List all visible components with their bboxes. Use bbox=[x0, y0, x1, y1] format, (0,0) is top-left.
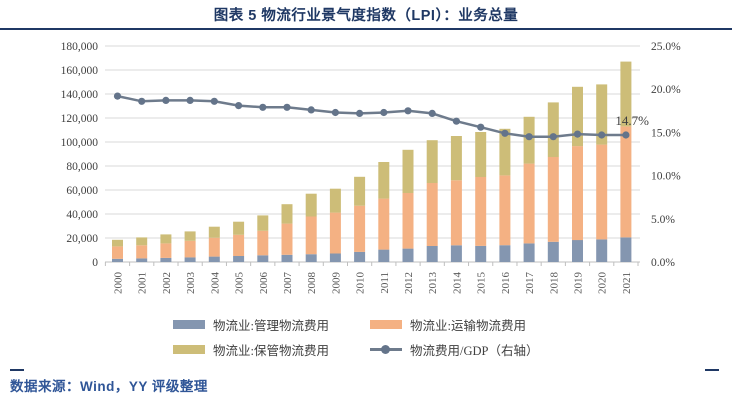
svg-text:2004: 2004 bbox=[209, 272, 221, 295]
svg-text:0: 0 bbox=[92, 257, 98, 269]
svg-text:140,000: 140,000 bbox=[61, 89, 99, 101]
svg-text:20.0%: 20.0% bbox=[651, 84, 681, 96]
svg-text:60,000: 60,000 bbox=[66, 185, 98, 197]
gdp-ratio-line bbox=[113, 92, 630, 141]
footer-right-tick bbox=[705, 369, 719, 371]
svg-text:2000: 2000 bbox=[113, 272, 125, 295]
annotation-last-value: 14.7% bbox=[615, 113, 649, 128]
svg-text:2021: 2021 bbox=[621, 272, 633, 294]
svg-text:2015: 2015 bbox=[476, 272, 488, 295]
svg-text:2001: 2001 bbox=[137, 272, 149, 294]
legend-label-transport: 物流业:运输物流费用 bbox=[410, 318, 526, 333]
svg-text:2006: 2006 bbox=[258, 272, 270, 295]
legend-label-gdp-line: 物流费用/GDP（右轴） bbox=[410, 343, 539, 358]
svg-text:120,000: 120,000 bbox=[61, 113, 99, 125]
footer-left-tick bbox=[10, 369, 24, 371]
svg-text:25.0%: 25.0% bbox=[651, 41, 681, 53]
chart-title: 图表 5 物流行业景气度指数（LPI）：业务总量 bbox=[213, 8, 519, 24]
legend-item-management: 物流业:管理物流费用 bbox=[173, 316, 370, 333]
svg-text:2007: 2007 bbox=[282, 272, 294, 295]
svg-text:100,000: 100,000 bbox=[61, 137, 99, 149]
legend-item-transport: 物流业:运输物流费用 bbox=[370, 316, 538, 333]
lpi-chart: 0 20,000 40,000 60,000 80,000 100,000 120,000 1… bbox=[61, 41, 682, 295]
legend-label-storage: 物流业:保管物流费用 bbox=[213, 343, 329, 358]
svg-text:2013: 2013 bbox=[427, 272, 439, 295]
x-axis-ticks bbox=[104, 262, 639, 266]
legend-item-storage: 物流业:保管物流费用 bbox=[173, 341, 370, 358]
svg-text:20,000: 20,000 bbox=[66, 233, 98, 245]
svg-text:2008: 2008 bbox=[306, 272, 318, 295]
svg-text:2005: 2005 bbox=[234, 272, 246, 295]
legend: 物流业:管理物流费用 物流业:运输物流费用 物流业:保管物流费用 物流费用/GD… bbox=[173, 316, 539, 358]
storage-swatch-icon bbox=[173, 344, 205, 354]
svg-text:10.0%: 10.0% bbox=[651, 171, 681, 183]
gridlines bbox=[105, 45, 640, 263]
svg-text:5.0%: 5.0% bbox=[651, 214, 675, 226]
line-marker-swatch-icon bbox=[370, 344, 402, 355]
management-swatch-icon bbox=[173, 319, 205, 329]
svg-text:80,000: 80,000 bbox=[66, 161, 98, 173]
svg-text:2018: 2018 bbox=[548, 272, 560, 295]
svg-text:15.0%: 15.0% bbox=[651, 127, 681, 139]
svg-text:160,000: 160,000 bbox=[61, 65, 99, 77]
svg-text:180,000: 180,000 bbox=[61, 41, 99, 53]
svg-text:2011: 2011 bbox=[379, 272, 391, 294]
svg-text:2003: 2003 bbox=[185, 272, 197, 295]
data-source-note: 数据来源：Wind，YY 评级整理 bbox=[10, 379, 208, 394]
title-rule bbox=[0, 28, 732, 30]
svg-text:2020: 2020 bbox=[597, 272, 609, 295]
x-axis-labels: 2000 2001 2002 2003 2004 2005 2006 2007 2008 2009… bbox=[113, 272, 633, 295]
legend-label-management: 物流业:管理物流费用 bbox=[213, 318, 329, 333]
legend-item-gdp-line: 物流费用/GDP（右轴） bbox=[370, 341, 539, 358]
transport-swatch-icon bbox=[370, 319, 402, 329]
right-axis-tick-labels: 0.0% 5.0% 10.0% 15.0% 20.0% 25.0% bbox=[651, 41, 681, 269]
svg-text:2019: 2019 bbox=[573, 272, 585, 295]
svg-text:2012: 2012 bbox=[403, 272, 415, 294]
svg-text:2014: 2014 bbox=[451, 272, 463, 295]
svg-text:2017: 2017 bbox=[524, 272, 536, 295]
svg-text:0.0%: 0.0% bbox=[651, 257, 675, 269]
svg-text:40,000: 40,000 bbox=[66, 209, 98, 221]
svg-text:2010: 2010 bbox=[355, 272, 367, 295]
stacked-bars bbox=[112, 61, 632, 262]
left-axis-tick-labels: 0 20,000 40,000 60,000 80,000 100,000 120,000 1… bbox=[61, 41, 99, 269]
svg-text:2002: 2002 bbox=[161, 272, 173, 294]
svg-text:2009: 2009 bbox=[330, 272, 342, 295]
svg-text:2016: 2016 bbox=[500, 272, 512, 295]
